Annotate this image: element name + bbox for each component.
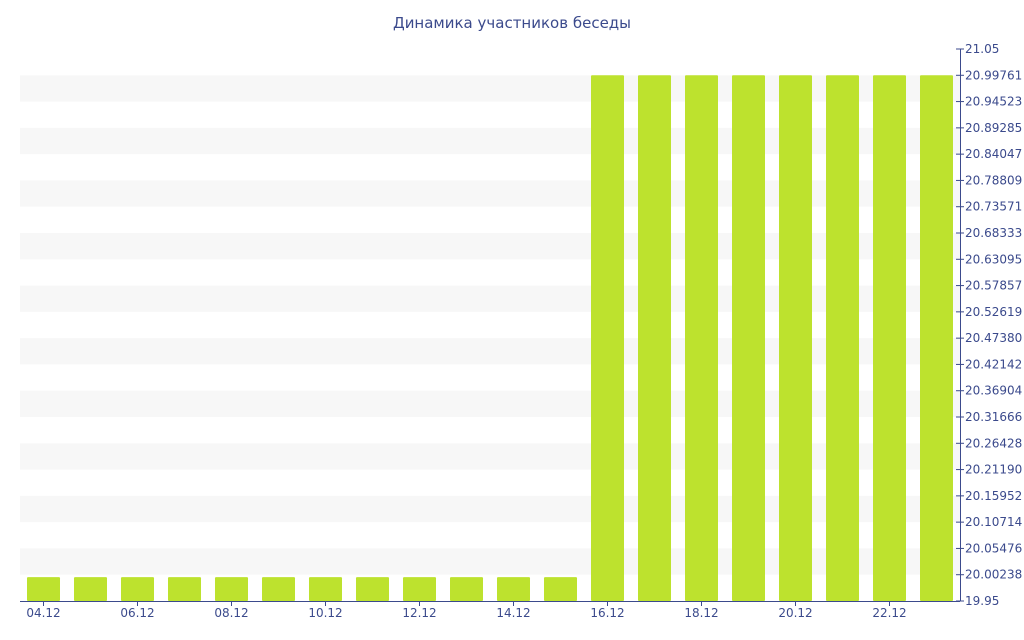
bars [27,75,953,602]
bar-15.12 [544,577,577,601]
y-tick-label: 20.47380 [965,331,1022,345]
bar-08.12 [215,577,248,601]
y-tick-label: 21.05 [965,42,999,56]
bar-17.12 [638,75,671,602]
bar-07.12 [168,577,201,601]
y-tick-label: 20.57857 [965,279,1022,293]
bar-12.12 [403,577,436,601]
bar-21.12 [826,75,859,602]
bar-10.12 [309,577,342,601]
grid-band [20,390,960,418]
y-tick-label: 20.15952 [965,489,1022,503]
bar-11.12 [356,577,389,601]
bar-18.12 [685,75,718,602]
x-tick-label: 10.12 [308,606,342,620]
grid-band [20,285,960,312]
y-axis: 21.05 20.99761 20.94523 20.89285 20.84047 20.… [956,42,1022,608]
bar-20.12 [779,75,812,602]
bar-04.12 [27,577,60,601]
bar-13.12 [450,577,483,601]
grid-band [20,233,960,260]
grid-band [20,127,960,155]
y-tick-label: 20.00238 [965,568,1022,582]
bar-09.12 [262,577,295,601]
y-tick-label: 20.42142 [965,357,1022,371]
bar-05.12 [74,577,107,601]
y-tick-label: 20.52619 [965,305,1022,319]
bar-14.12 [497,577,530,601]
grid-band [20,495,960,523]
y-tick-label: 20.99761 [965,68,1022,82]
x-tick-label: 18.12 [684,606,718,620]
bar-22.12 [873,75,906,602]
y-tick-label: 20.31666 [965,410,1022,424]
y-tick-label: 20.05476 [965,541,1022,555]
x-tick-label: 14.12 [496,606,530,620]
y-tick-label: 20.63095 [965,252,1022,266]
x-tick-label: 22.12 [872,606,906,620]
x-tick-label: 20.12 [778,606,812,620]
x-tick-label: 16.12 [590,606,624,620]
y-tick-label: 20.78809 [965,173,1022,187]
bar-16.12 [591,75,624,602]
x-tick-label: 04.12 [26,606,60,620]
chart-title: Динамика участников беседы [393,14,631,32]
y-tick-label: 20.10714 [965,515,1022,529]
y-tick-label: 20.36904 [965,384,1022,398]
bar-06.12 [121,577,154,601]
x-tick-label: 12.12 [402,606,436,620]
background-bands [20,75,960,575]
x-tick-label: 06.12 [120,606,154,620]
x-tick-label: 08.12 [214,606,248,620]
bar-23.12 [920,75,953,602]
y-tick-label: 20.68333 [965,226,1022,240]
grid-band [20,443,960,470]
bar-19.12 [732,75,765,602]
grid-band [20,338,960,365]
x-axis: 04.12 06.12 08.12 10.12 12.12 14.12 16.12 18.12… [20,601,960,620]
grid-band [20,180,960,207]
y-tick-label: 20.89285 [965,121,1022,135]
grid-band [20,548,960,575]
y-tick-label: 20.73571 [965,200,1022,214]
y-tick-label: 20.21190 [965,463,1022,477]
y-tick-label: 19.95 [965,594,999,608]
y-tick-label: 20.26428 [965,436,1022,450]
y-tick-label: 20.94523 [965,95,1022,109]
y-tick-label: 20.84047 [965,147,1022,161]
grid-band [20,75,960,102]
